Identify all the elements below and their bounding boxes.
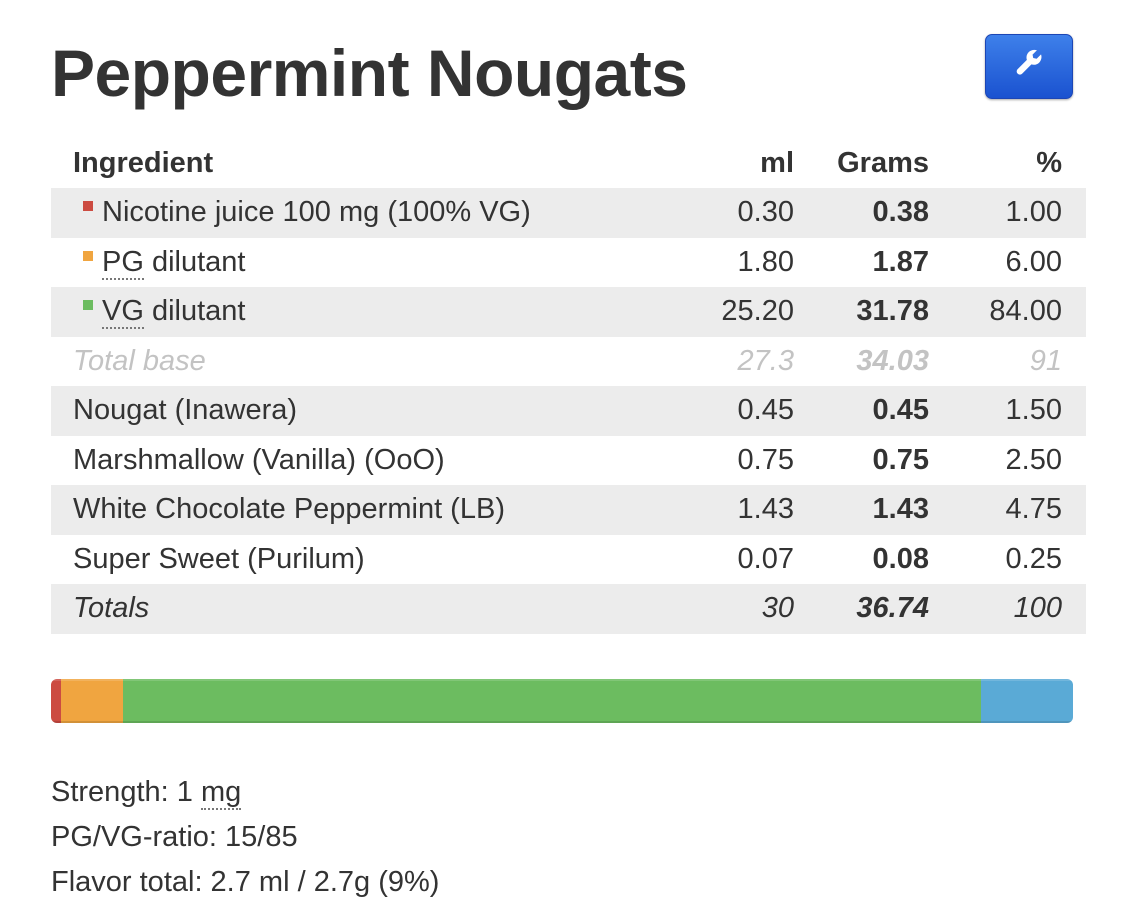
- ml-value: 0.30: [706, 188, 816, 238]
- percent-value: 100: [951, 584, 1086, 634]
- ml-value: 0.45: [706, 386, 816, 436]
- grams-value: 1.87: [816, 237, 951, 287]
- grams-value: 0.38: [816, 188, 951, 238]
- pgvg-ratio-line: PG/VG-ratio: 15/85: [51, 821, 298, 853]
- ml-value: 0.75: [706, 435, 816, 485]
- vg-abbreviation[interactable]: VG: [102, 295, 144, 330]
- ml-value: 30: [706, 584, 816, 634]
- color-swatch: [83, 201, 93, 212]
- color-swatch: [83, 300, 93, 311]
- ingredient-name: dilutant: [143, 245, 246, 278]
- percent-value: 1.50: [951, 386, 1086, 436]
- ml-value: 25.20: [706, 287, 816, 337]
- row-label: Totals: [51, 584, 706, 634]
- header-percent: %: [1036, 146, 1062, 179]
- ingredient-name: dilutant: [143, 295, 246, 328]
- table-row: Marshmallow (Vanilla) (OoO) 0.75 0.75 2.…: [51, 435, 1086, 485]
- grams-value: 36.74: [816, 584, 951, 634]
- ingredient-name: White Chocolate Peppermint (LB): [51, 485, 706, 535]
- recipe-info: Strength: 1 mg PG/VG-ratio: 15/85 Flavor…: [51, 770, 439, 905]
- grams-value: 31.78: [816, 287, 951, 337]
- wrench-icon: [1012, 47, 1046, 86]
- ml-value: 1.43: [706, 485, 816, 535]
- table-row: VG dilutant 25.20 31.78 84.00: [51, 287, 1086, 337]
- ingredient-name: Marshmallow (Vanilla) (OoO): [51, 435, 706, 485]
- grams-value: 0.75: [816, 435, 951, 485]
- ingredient-name: Nougat (Inawera): [51, 386, 706, 436]
- bar-segment: [981, 679, 1073, 723]
- table-row: PG dilutant 1.80 1.87 6.00: [51, 237, 1086, 287]
- grams-value: 1.43: [816, 485, 951, 535]
- ml-value: 0.07: [706, 534, 816, 584]
- ingredient-name: Nicotine juice 100 mg (100% VG): [102, 196, 531, 229]
- strength-text: Strength: 1: [51, 776, 201, 808]
- percent-value: 0.25: [951, 534, 1086, 584]
- total-base-row: Total base 27.3 34.03 91: [51, 336, 1086, 386]
- table-header-row: Ingredient ml Grams %: [51, 138, 1086, 188]
- strength-line: Strength: 1 mg: [51, 770, 439, 815]
- percent-value: 84.00: [951, 287, 1086, 337]
- page-title: Peppermint Nougats: [51, 36, 688, 110]
- table-row: Nicotine juice 100 mg (100% VG) 0.30 0.3…: [51, 188, 1086, 238]
- grams-value: 34.03: [816, 336, 951, 386]
- grams-value: 0.45: [816, 386, 951, 436]
- pg-abbreviation[interactable]: PG: [102, 245, 144, 280]
- ml-value: 1.80: [706, 237, 816, 287]
- percent-value: 91: [951, 336, 1086, 386]
- table-row: White Chocolate Peppermint (LB) 1.43 1.4…: [51, 485, 1086, 535]
- tools-button[interactable]: [985, 34, 1073, 99]
- color-swatch: [83, 250, 93, 261]
- flavor-total-line: Flavor total: 2.7 ml / 2.7g (9%): [51, 866, 440, 898]
- percent-value: 1.00: [951, 188, 1086, 238]
- totals-row: Totals 30 36.74 100: [51, 584, 1086, 634]
- mg-abbreviation[interactable]: mg: [200, 776, 242, 810]
- grams-value: 0.08: [816, 534, 951, 584]
- bar-segment: [122, 679, 981, 723]
- recipe-table: Ingredient ml Grams % Nicotine juice 100…: [51, 138, 1086, 634]
- ingredient-name: Super Sweet (Purilum): [51, 534, 706, 584]
- percent-value: 2.50: [951, 435, 1086, 485]
- bar-segment: [51, 679, 62, 723]
- header-ml: ml: [760, 146, 794, 179]
- percent-value: 4.75: [951, 485, 1086, 535]
- bar-segment: [61, 679, 123, 723]
- row-label: Total base: [51, 336, 706, 386]
- ml-value: 27.3: [706, 336, 816, 386]
- mix-proportion-bar: [51, 679, 1073, 723]
- header-grams: Grams: [837, 146, 929, 179]
- header-ingredient: Ingredient: [73, 146, 214, 179]
- table-row: Super Sweet (Purilum) 0.07 0.08 0.25: [51, 534, 1086, 584]
- percent-value: 6.00: [951, 237, 1086, 287]
- table-row: Nougat (Inawera) 0.45 0.45 1.50: [51, 386, 1086, 436]
